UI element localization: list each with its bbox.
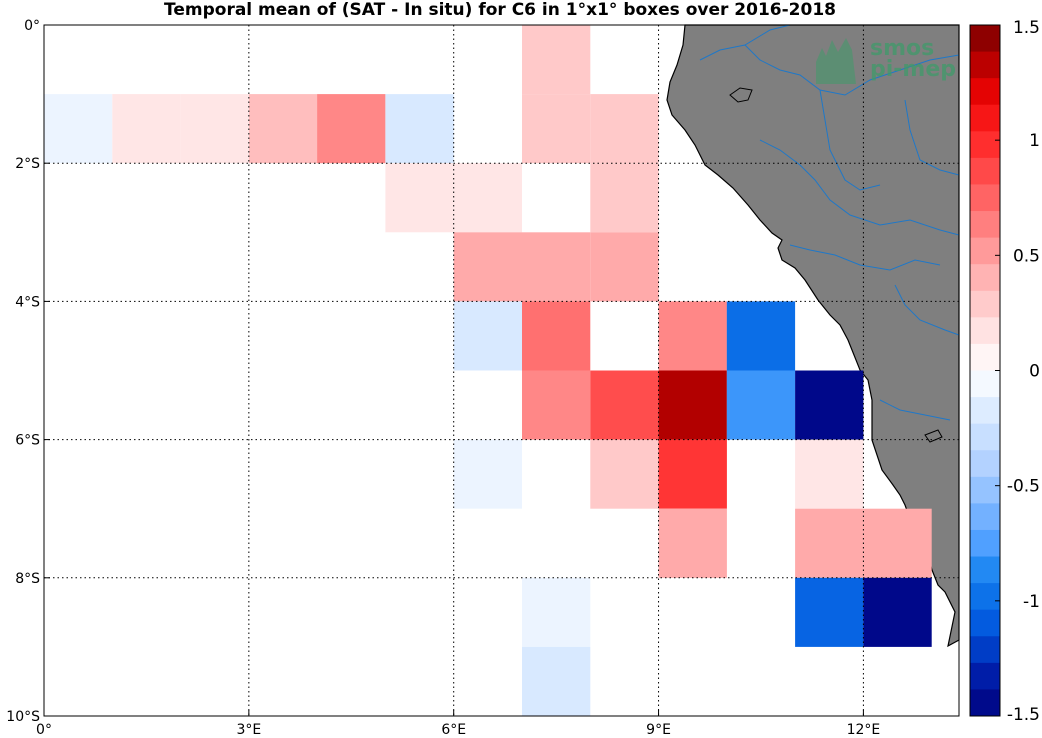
heatmap-cell [385, 163, 454, 233]
heatmap-cell [590, 94, 659, 164]
island-shape [729, 87, 753, 103]
colorbar-tick-label: 1.5 [1013, 18, 1040, 38]
y-tick-label: 0° [24, 18, 40, 34]
heatmap-cell [522, 301, 591, 371]
colorbar-swatch [970, 689, 1000, 717]
x-tick-label: 12°E [847, 722, 881, 738]
colorbar-tick-label: 0.5 [1013, 246, 1040, 266]
colorbar-tick-label: -1.5 [1007, 705, 1040, 725]
colorbar-swatch [970, 131, 1000, 159]
heatmap-cell [658, 508, 727, 578]
colorbar-swatch [970, 290, 1000, 318]
heatmap-cell [658, 370, 727, 440]
logo-waves-icon [816, 38, 856, 84]
y-tick-label: 4°S [15, 294, 40, 310]
colorbar-tick-label: -1 [1023, 592, 1040, 612]
colorbar-swatch [970, 264, 1000, 292]
colorbar-tick-label: 1 [1029, 131, 1040, 151]
map-frame [43, 24, 960, 717]
heatmap-cell [453, 301, 522, 371]
logo-text-line1: smos [870, 36, 934, 61]
heatmap-cell [795, 370, 864, 440]
colorbar-swatch [970, 476, 1000, 504]
colorbar-swatch [970, 78, 1000, 106]
y-tick-label: 2°S [15, 156, 40, 172]
heatmap-cell [453, 439, 522, 509]
heatmap-cell [522, 94, 591, 164]
x-tick-label: 6°E [441, 722, 466, 738]
heatmap-cell [590, 370, 659, 440]
chart-title: Temporal mean of (SAT - In situ) for C6 … [164, 0, 836, 20]
heatmap-cells [44, 25, 932, 716]
heatmap-cell [658, 439, 727, 509]
colorbar-swatch [970, 636, 1000, 664]
rivers [699, 24, 960, 421]
y-tick-label: 8°S [15, 571, 40, 587]
colorbar-swatch [970, 317, 1000, 345]
heatmap-cell [248, 94, 318, 164]
heatmap-cell [453, 232, 522, 302]
heatmap-cell [180, 94, 249, 164]
colorbar-swatch [970, 609, 1000, 637]
colorbar [969, 24, 1001, 717]
x-axis-ticks: 0° 3°E 6°E 9°E 12°E [36, 710, 880, 738]
heatmap-cell [590, 163, 659, 233]
heatmap-cell [795, 439, 864, 509]
colorbar-swatch [970, 370, 1000, 398]
heatmap-cell [44, 94, 113, 164]
y-tick-label: 6°S [15, 433, 40, 449]
heatmap-cell [522, 370, 591, 440]
colorbar-swatch [970, 529, 1000, 558]
smos-pimep-logo: smos pi-mep [816, 36, 956, 84]
heatmap-cell [317, 94, 386, 164]
heatmap-cell [112, 94, 181, 164]
colorbar-swatch [970, 343, 1000, 371]
colorbar-swatch [970, 51, 1000, 79]
colorbar-ticks: 1.5 1 0.5 0 -0.5 -1 -1.5 [995, 18, 1040, 725]
heatmap-cell [726, 301, 796, 371]
colorbar-swatch [970, 662, 1000, 690]
colorbar-swatch [970, 184, 1000, 212]
heatmap-cell [385, 94, 454, 164]
heatmap-cell [522, 25, 591, 95]
colorbar-swatch [970, 157, 1000, 185]
colorbar-swatch [970, 25, 1000, 53]
x-tick-label: 0° [36, 722, 52, 738]
colorbar-swatch [970, 397, 1000, 425]
colorbar-swatch [970, 503, 1000, 531]
heatmap-cell [453, 163, 522, 233]
heatmap-cell [590, 439, 659, 509]
heatmap-cell [522, 646, 591, 716]
colorbar-swatch [970, 583, 1000, 611]
heatmap-cell [863, 508, 932, 578]
land-mass [427, 24, 960, 648]
heatmap-cell [658, 301, 727, 371]
x-tick-label: 3°E [236, 722, 261, 738]
colorbar-tick-label: 0 [1029, 362, 1040, 382]
colorbar-swatch [970, 237, 1000, 265]
y-axis-ticks: 0° 2°S 4°S 6°S 8°S 10°S [6, 18, 50, 725]
colorbar-tick-label: -0.5 [1007, 477, 1040, 497]
logo-text-line2: pi-mep [870, 57, 956, 82]
colorbar-swatch [970, 556, 1000, 584]
colorbar-swatch [970, 423, 1000, 451]
colorbar-swatch [970, 104, 1000, 132]
heatmap-cell [795, 508, 864, 578]
heatmap-cell [590, 232, 659, 302]
island-shape [924, 429, 943, 443]
x-tick-label: 9°E [646, 722, 671, 738]
heatmap-cell [522, 232, 591, 302]
y-tick-label: 10°S [6, 709, 40, 725]
heatmap-cell [522, 577, 591, 647]
heatmap-cell [726, 370, 796, 440]
colorbar-swatch [970, 450, 1000, 478]
colorbar-swatch [970, 211, 1000, 239]
heatmap-cell [795, 577, 864, 647]
heatmap-cell [863, 577, 932, 647]
